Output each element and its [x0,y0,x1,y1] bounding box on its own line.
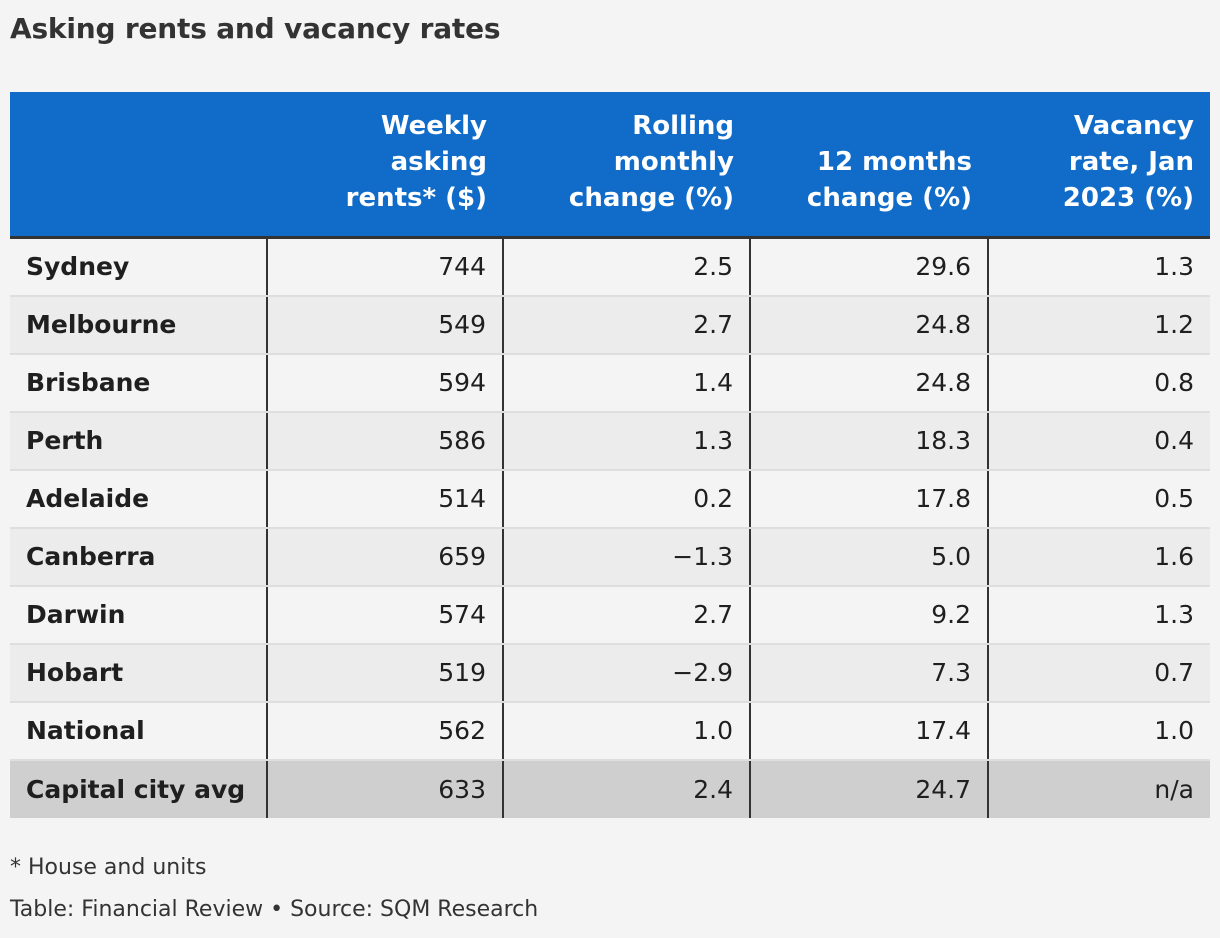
monthly-change-cell: 2.7 [502,585,750,645]
column-header-line: 2023 (%) [1062,183,1194,213]
monthly-change-cell: 0.2 [502,469,750,529]
city-cell: Melbourne [10,295,267,355]
weekly-rent-cell: 519 [266,643,503,703]
column-header-line: monthly [613,147,734,177]
annual-change-cell: 29.6 [749,237,988,297]
annual-change-cell: 7.3 [749,643,988,703]
vacancy-rate-cell: 0.7 [987,643,1210,703]
monthly-change-cell: 1.3 [502,411,750,471]
monthly-change-cell: −2.9 [502,643,750,703]
table-row: Adelaide 514 0.2 17.8 0.5 [10,469,1210,529]
vacancy-rate-cell: 1.3 [987,585,1210,645]
vacancy-rate-cell: 1.0 [987,701,1210,761]
city-cell: Adelaide [10,469,267,529]
monthly-change-cell: 1.0 [502,701,750,761]
annual-change-cell: 17.4 [749,701,988,761]
column-header-line: asking [390,147,487,177]
table-row: Perth 586 1.3 18.3 0.4 [10,411,1210,471]
column-header-city [10,92,267,239]
annual-change-cell: 17.8 [749,469,988,529]
monthly-change-cell: 2.7 [502,295,750,355]
table-row: Darwin 574 2.7 9.2 1.3 [10,585,1210,645]
city-cell: National [10,701,267,761]
city-cell: Capital city avg [10,759,267,818]
column-header-vacancy-rate: Vacancy rate, Jan 2023 (%) [988,92,1210,239]
table-row: Hobart 519 −2.9 7.3 0.7 [10,643,1210,703]
table-row: National 562 1.0 17.4 1.0 [10,701,1210,761]
weekly-rent-cell: 514 [266,469,503,529]
annual-change-cell: 24.8 [749,353,988,413]
column-header-monthly-change: Rolling monthly change (%) [503,92,750,239]
weekly-rent-cell: 594 [266,353,503,413]
monthly-change-cell: 2.5 [502,237,750,297]
city-cell: Sydney [10,237,267,297]
vacancy-rate-cell: 0.5 [987,469,1210,529]
vacancy-rate-cell: 1.2 [987,295,1210,355]
table-row: Canberra 659 −1.3 5.0 1.6 [10,527,1210,587]
monthly-change-cell: −1.3 [502,527,750,587]
monthly-change-cell: 1.4 [502,353,750,413]
annual-change-cell: 5.0 [749,527,988,587]
weekly-rent-cell: 574 [266,585,503,645]
annual-change-cell: 9.2 [749,585,988,645]
table-row: Melbourne 549 2.7 24.8 1.2 [10,295,1210,355]
annual-change-cell: 18.3 [749,411,988,471]
annual-change-cell: 24.8 [749,295,988,355]
city-cell: Perth [10,411,267,471]
column-header-weekly-rents: Weekly asking rents* ($) [267,92,503,239]
table-row: Capital city avg 633 2.4 24.7 n/a [10,759,1210,818]
vacancy-rate-cell: 1.6 [987,527,1210,587]
weekly-rent-cell: 744 [266,237,503,297]
weekly-rent-cell: 586 [266,411,503,471]
column-header-line: Vacancy [1073,111,1194,141]
table-row: Sydney 744 2.5 29.6 1.3 [10,237,1210,297]
rents-table: Weekly asking rents* ($) Rolling monthly cha… [10,92,1210,818]
vacancy-rate-cell: 1.3 [987,237,1210,297]
chart-title: Asking rents and vacancy rates [10,12,501,45]
table-body: Sydney 744 2.5 29.6 1.3 Melbourne 549 2.7 24.8 1.… [10,237,1210,818]
vacancy-rate-cell: n/a [987,759,1210,818]
city-cell: Brisbane [10,353,267,413]
column-header-line: rate, Jan [1068,147,1194,177]
annual-change-cell: 24.7 [749,759,988,818]
column-header-line: change (%) [568,183,734,213]
city-cell: Canberra [10,527,267,587]
weekly-rent-cell: 659 [266,527,503,587]
weekly-rent-cell: 562 [266,701,503,761]
city-cell: Darwin [10,585,267,645]
weekly-rent-cell: 633 [266,759,503,818]
table-header-row: Weekly asking rents* ($) Rolling monthly cha… [10,92,1210,239]
column-header-line: change (%) [806,183,972,213]
column-header-line: rents* ($) [345,183,487,213]
monthly-change-cell: 2.4 [502,759,750,818]
weekly-rent-cell: 549 [266,295,503,355]
table-row: Brisbane 594 1.4 24.8 0.8 [10,353,1210,413]
source-credit: Table: Financial Review • Source: SQM Re… [10,897,539,922]
column-header-line: Rolling [632,111,734,141]
column-header-line: 12 months [816,147,972,177]
footnote: * House and units [10,855,207,880]
city-cell: Hobart [10,643,267,703]
vacancy-rate-cell: 0.8 [987,353,1210,413]
column-header-line: Weekly [380,111,487,141]
column-header-annual-change: 12 months change (%) [750,92,988,239]
vacancy-rate-cell: 0.4 [987,411,1210,471]
